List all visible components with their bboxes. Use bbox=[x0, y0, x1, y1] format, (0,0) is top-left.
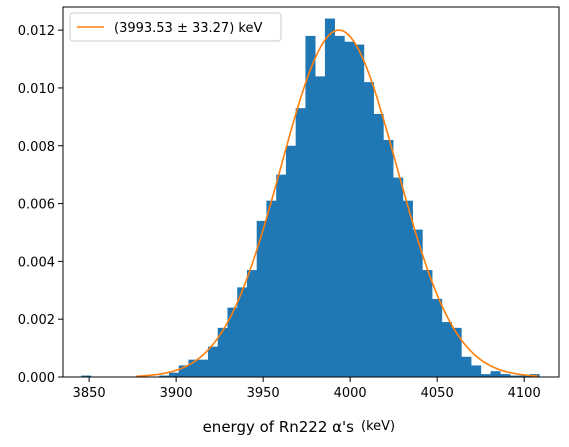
histogram-bar bbox=[296, 108, 306, 377]
histogram-bar bbox=[276, 175, 286, 377]
histogram-bar bbox=[344, 42, 354, 377]
x-axis-label-text: energy of Rn222 α's bbox=[203, 418, 355, 436]
y-tick-label: 0.010 bbox=[18, 82, 55, 97]
histogram-bar bbox=[393, 178, 403, 377]
y-tick-label: 0.008 bbox=[18, 140, 55, 155]
x-tick-label: 4100 bbox=[508, 386, 541, 401]
histogram-bar bbox=[364, 82, 374, 377]
histogram-bar bbox=[374, 114, 384, 377]
histogram-bar bbox=[432, 299, 442, 377]
x-axis-label-unit: (keV) bbox=[361, 419, 395, 434]
y-tick-label: 0.004 bbox=[18, 255, 55, 270]
histogram-bar bbox=[247, 270, 257, 377]
histogram-bar bbox=[325, 19, 335, 377]
y-tick-label: 0.012 bbox=[18, 24, 55, 39]
x-tick-label: 3900 bbox=[160, 386, 193, 401]
histogram-bar bbox=[198, 360, 208, 377]
histogram-bar bbox=[461, 357, 471, 377]
histogram-bar bbox=[208, 347, 218, 377]
histogram-bar bbox=[169, 373, 179, 377]
histogram-bar bbox=[305, 36, 315, 377]
y-tick-label: 0.006 bbox=[18, 198, 55, 213]
histogram-bar bbox=[315, 76, 325, 377]
y-tick-label: 0.002 bbox=[18, 313, 55, 328]
x-tick-label: 3950 bbox=[247, 386, 280, 401]
histogram-bar bbox=[403, 201, 413, 377]
histogram-bar bbox=[422, 270, 432, 377]
histogram-bar bbox=[383, 140, 393, 377]
x-tick-label: 3850 bbox=[73, 386, 106, 401]
legend: (3993.53 ± 33.27) keV bbox=[70, 13, 281, 41]
histogram-bar bbox=[266, 201, 276, 377]
histogram-bar bbox=[227, 308, 237, 377]
histogram-bar bbox=[286, 146, 296, 377]
y-tick-label: 0.000 bbox=[18, 371, 55, 386]
legend-label: (3993.53 ± 33.27) keV bbox=[114, 21, 262, 36]
histogram-bar bbox=[335, 36, 345, 377]
histogram-bar bbox=[491, 371, 501, 377]
histogram-bar bbox=[354, 45, 364, 377]
x-tick-label: 4050 bbox=[421, 386, 454, 401]
histogram-bar bbox=[442, 322, 452, 377]
histogram-bar bbox=[452, 328, 462, 377]
histogram-bar bbox=[471, 365, 481, 377]
x-axis-label: energy of Rn222 α's (keV) bbox=[203, 418, 396, 436]
x-tick-label: 4000 bbox=[334, 386, 367, 401]
